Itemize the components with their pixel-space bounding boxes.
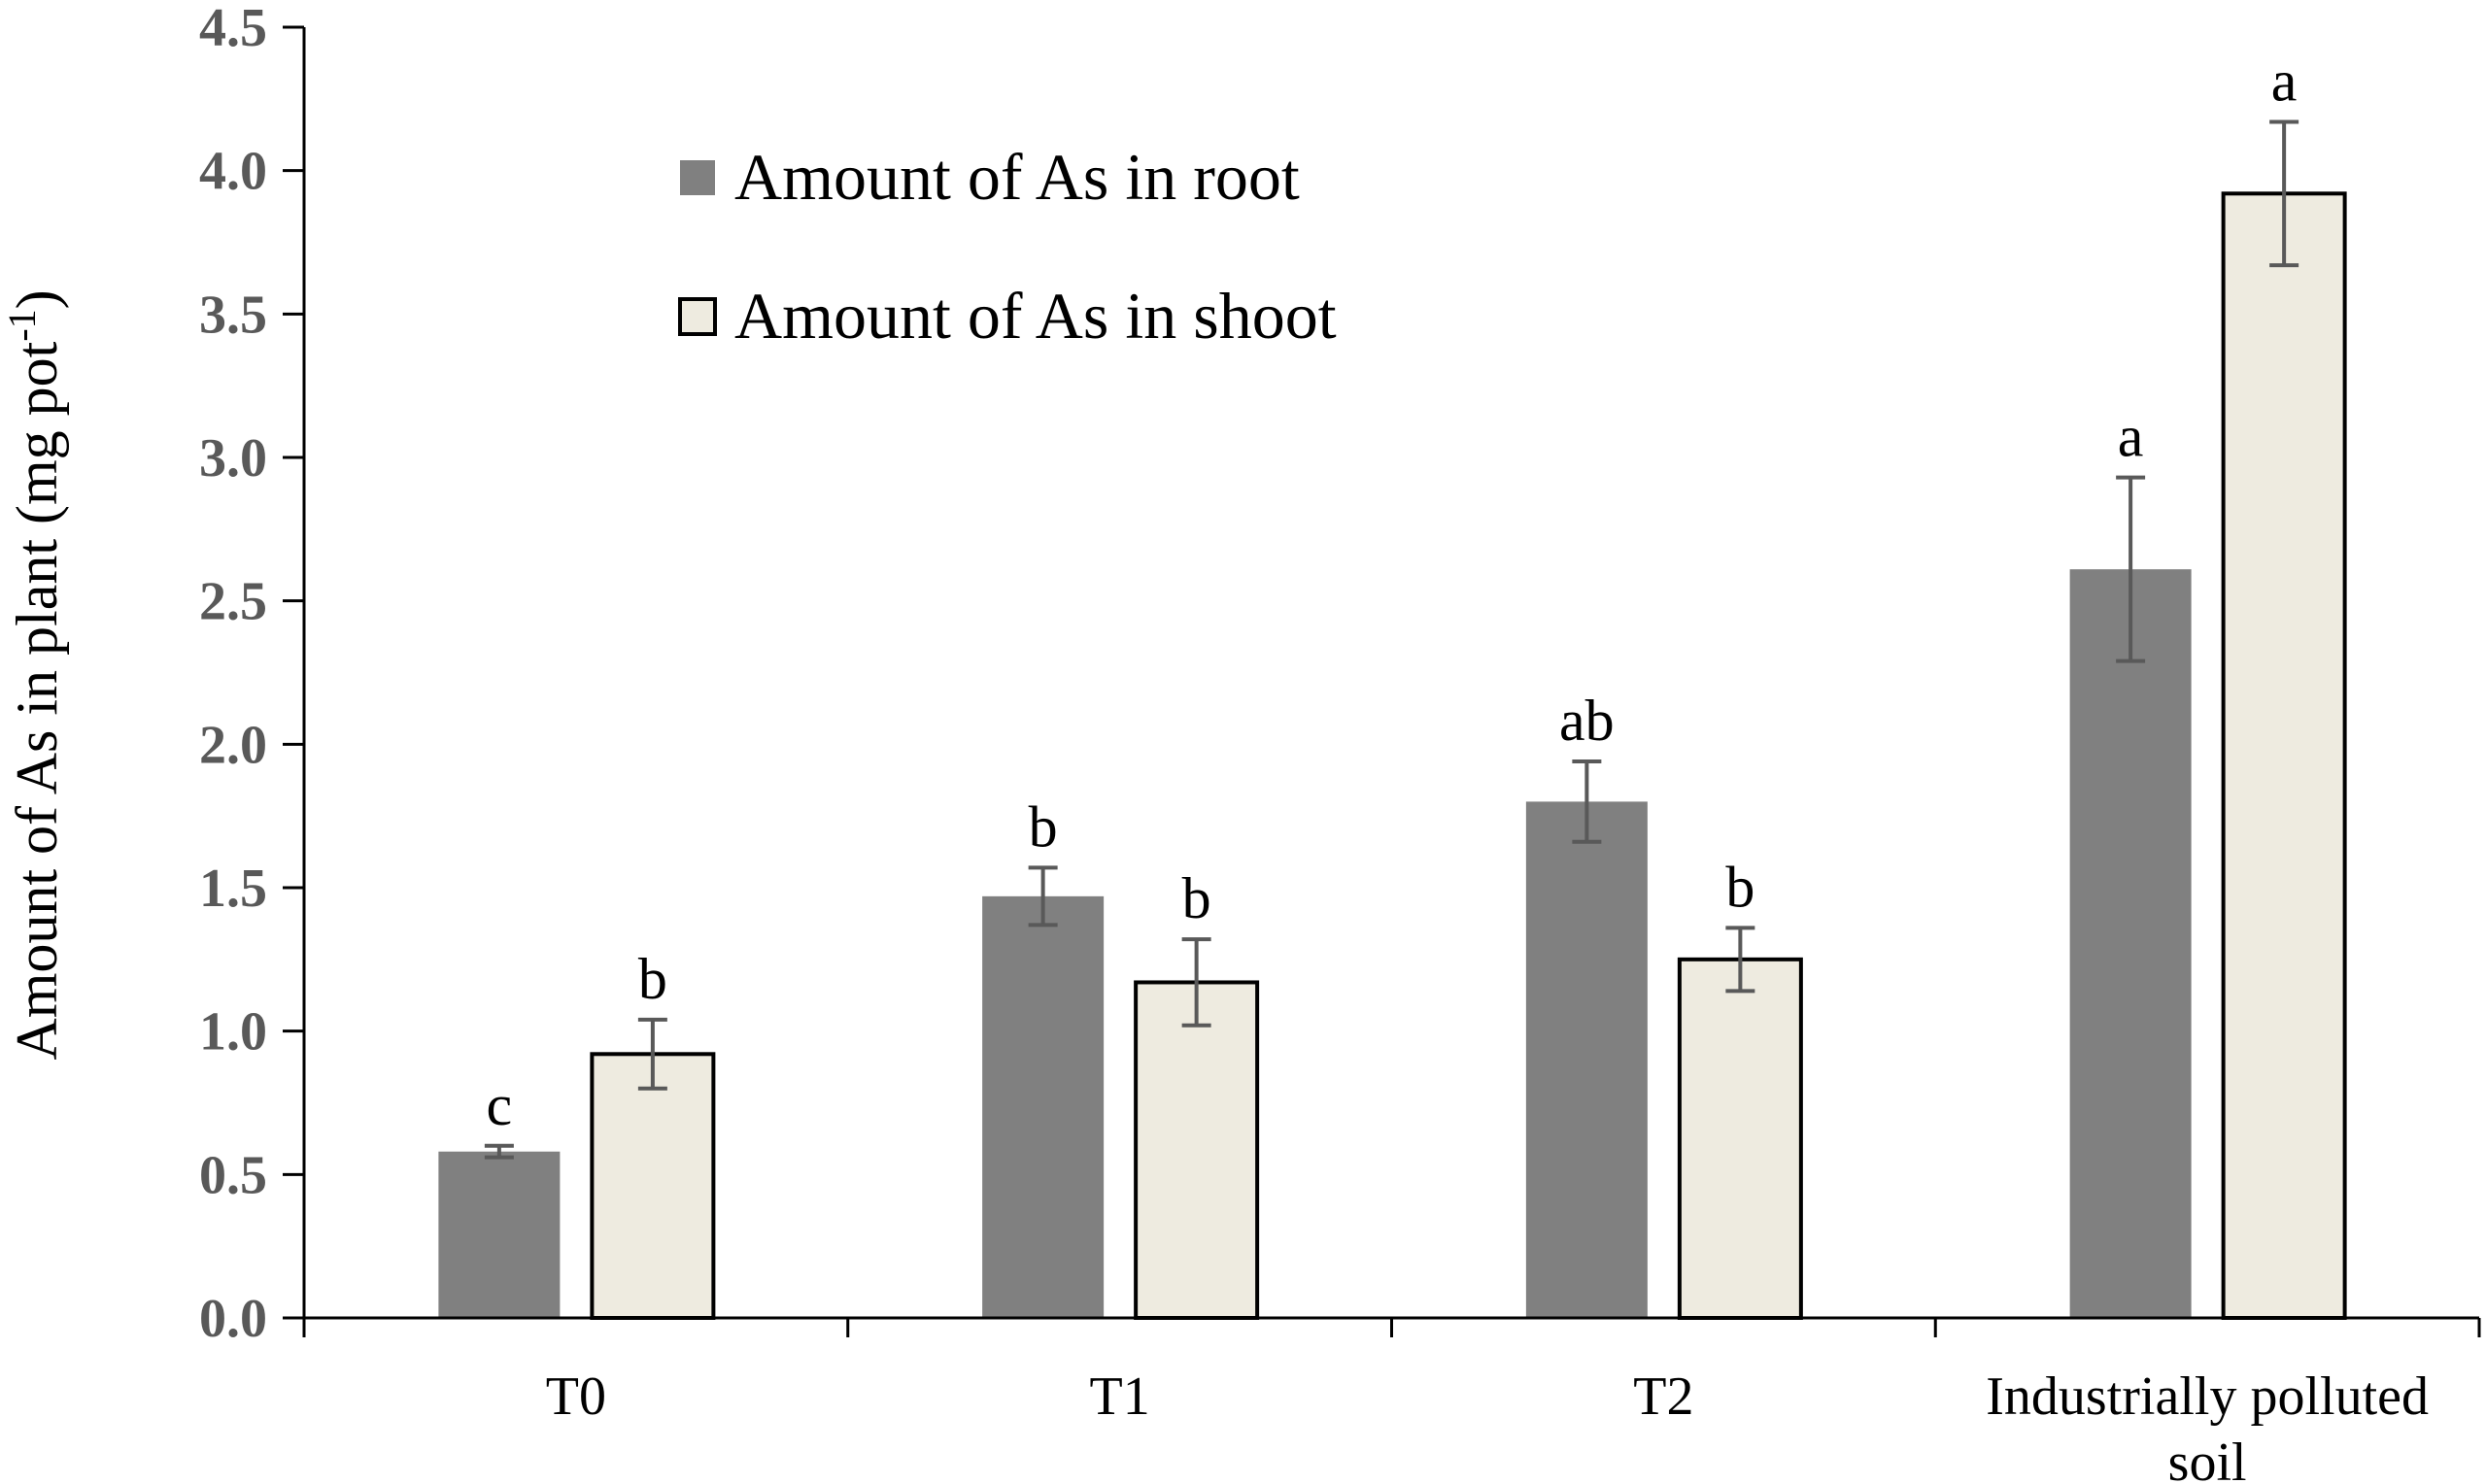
- y-tick-label-0: 0.0: [199, 1289, 267, 1349]
- x-tick-label-0-0: T0: [546, 1366, 606, 1427]
- data-label-s0-c2: ab: [1559, 689, 1615, 753]
- bar-s0-c2: [1525, 801, 1648, 1318]
- legend-swatch-0: [680, 160, 715, 195]
- y-tick-label-9: 4.5: [199, 0, 267, 58]
- data-label-s1-c1: b: [1182, 866, 1211, 930]
- y-tick-label-4: 2.0: [199, 715, 267, 775]
- x-tick-label-1-0: T1: [1090, 1366, 1150, 1427]
- y-tick-label-2: 1.0: [199, 1002, 267, 1062]
- y-tick-label-8: 4.0: [199, 142, 267, 202]
- data-label-s1-c3: a: [2271, 49, 2298, 113]
- bar-s0-c0: [438, 1151, 561, 1318]
- data-label-s1-c0: b: [638, 947, 667, 1011]
- data-label-s0-c0: c: [487, 1073, 513, 1137]
- bar-s1-c0: [590, 1052, 716, 1320]
- y-axis-title-superscript: -1: [0, 309, 44, 341]
- data-label-s0-c1: b: [1029, 794, 1058, 859]
- y-axis-title: Amount of As in plant (mg pot-1): [0, 289, 69, 1060]
- x-tick-label-3-0: Industrially polluted: [1986, 1366, 2429, 1427]
- legend-swatch-1: [678, 297, 717, 336]
- bar-s0-c3: [2069, 569, 2192, 1318]
- x-tick-label-3-1: soil: [2168, 1433, 2247, 1484]
- bar-s1-c2: [1677, 957, 1803, 1320]
- data-label-s0-c3: a: [2118, 405, 2144, 469]
- y-tick-label-7: 3.5: [199, 285, 267, 345]
- y-tick-label-5: 2.5: [199, 572, 267, 632]
- y-tick-label-6: 3.0: [199, 428, 267, 489]
- y-axis-title-group: Amount of As in plant (mg pot-1): [0, 289, 69, 1060]
- bar-s1-c3: [2221, 191, 2347, 1320]
- legend-label-0: Amount of As in root: [734, 140, 1300, 214]
- legend-label-1: Amount of As in shoot: [734, 279, 1337, 353]
- y-axis-title-main: Amount of As in plant (mg pot: [5, 341, 69, 1060]
- x-tick-label-2-0: T2: [1633, 1366, 1693, 1427]
- y-tick-label-3: 1.5: [199, 859, 267, 919]
- y-tick-label-1: 0.5: [199, 1145, 267, 1205]
- bar-s1-c1: [1134, 980, 1260, 1321]
- y-axis-title-end: ): [5, 289, 69, 309]
- data-label-s1-c2: b: [1725, 855, 1754, 919]
- bar-s0-c1: [982, 895, 1105, 1318]
